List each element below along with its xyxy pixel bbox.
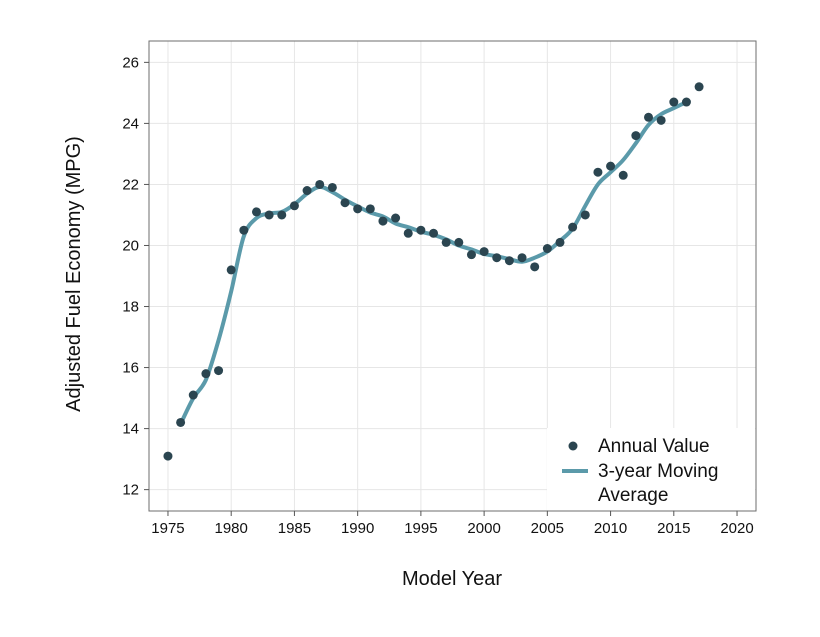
y-tick-label: 14: [122, 421, 139, 438]
data-series: [163, 82, 704, 461]
y-tick-label: 24: [122, 115, 139, 132]
legend-label-annual: Annual Value: [598, 436, 710, 457]
annual-value-point: [479, 247, 489, 257]
annual-value-point: [201, 369, 211, 379]
annual-value-point: [669, 97, 679, 107]
x-tick-label: 1985: [278, 520, 311, 537]
gridlines: [149, 41, 756, 511]
x-tick-label: 2010: [594, 520, 627, 537]
plot-area-frame: [148, 40, 757, 512]
annual-value-point: [517, 253, 527, 263]
annual-value-point: [302, 186, 312, 196]
x-tick-label: 2020: [720, 520, 753, 537]
x-tick-label: 1980: [215, 520, 248, 537]
annual-value-point: [656, 115, 666, 125]
annual-value-point: [568, 222, 578, 232]
annual-value-point: [176, 417, 186, 427]
x-tick-label: 2000: [467, 520, 500, 537]
annual-value-point: [555, 237, 565, 247]
annual-value-point: [264, 210, 274, 220]
axis-ticks: 1975 1980 1985 1990 1995 2000 2005 2010 2015 2020…: [122, 54, 753, 537]
annual-value-point: [378, 216, 388, 226]
annual-value-point: [606, 161, 616, 171]
annual-value-point: [289, 201, 299, 211]
annual-value-point: [163, 451, 173, 461]
annual-value-point: [315, 179, 325, 189]
annual-value-point: [618, 170, 628, 180]
annual-value-point: [454, 237, 464, 247]
x-axis-title: Model Year: [402, 568, 502, 590]
annual-value-point: [542, 244, 552, 254]
annual-value-point: [580, 210, 590, 220]
annual-value-point: [214, 366, 224, 376]
annual-value-point: [226, 265, 236, 275]
annual-value-point: [504, 256, 514, 266]
legend-dot-swatch: [568, 441, 578, 451]
annual-value-point: [365, 204, 375, 214]
x-tick-label: 1995: [404, 520, 437, 537]
annual-value-point: [429, 228, 439, 238]
annual-value-point: [327, 182, 337, 192]
y-tick-label: 20: [122, 237, 139, 254]
x-tick-label: 1990: [341, 520, 374, 537]
legend-label-moving-average-line1: 3-year Moving: [598, 461, 718, 482]
annual-value-point: [441, 237, 451, 247]
x-tick-label: 1975: [151, 520, 184, 537]
annual-value-point: [644, 112, 654, 122]
annual-value-point: [251, 207, 261, 217]
y-tick-label: 16: [122, 360, 139, 377]
y-tick-label: 26: [122, 54, 139, 71]
legend-label-moving-average-line2: Average: [598, 485, 668, 506]
annual-value-point: [391, 213, 401, 223]
annual-value-point: [340, 198, 350, 208]
y-tick-label: 22: [122, 176, 139, 193]
x-tick-label: 2005: [531, 520, 564, 537]
annual-value-point: [188, 390, 198, 400]
annual-value-point: [492, 253, 502, 263]
annual-value-point: [466, 250, 476, 260]
annual-value-point: [681, 97, 691, 107]
legend: Annual Value 3-year Moving Average: [547, 428, 755, 510]
y-tick-label: 12: [122, 482, 139, 499]
x-tick-label: 2015: [657, 520, 690, 537]
annual-value-point: [416, 225, 426, 235]
y-tick-label: 18: [122, 299, 139, 316]
annual-value-point: [277, 210, 287, 220]
annual-value-point: [530, 262, 540, 272]
annual-value-point: [239, 225, 249, 235]
annual-value-point: [694, 82, 704, 92]
annual-value-point: [593, 167, 603, 177]
annual-value-point: [631, 131, 641, 141]
annual-value-point: [403, 228, 413, 238]
annual-value-point: [353, 204, 363, 214]
y-axis-title: Adjusted Fuel Economy (MPG): [63, 136, 85, 412]
